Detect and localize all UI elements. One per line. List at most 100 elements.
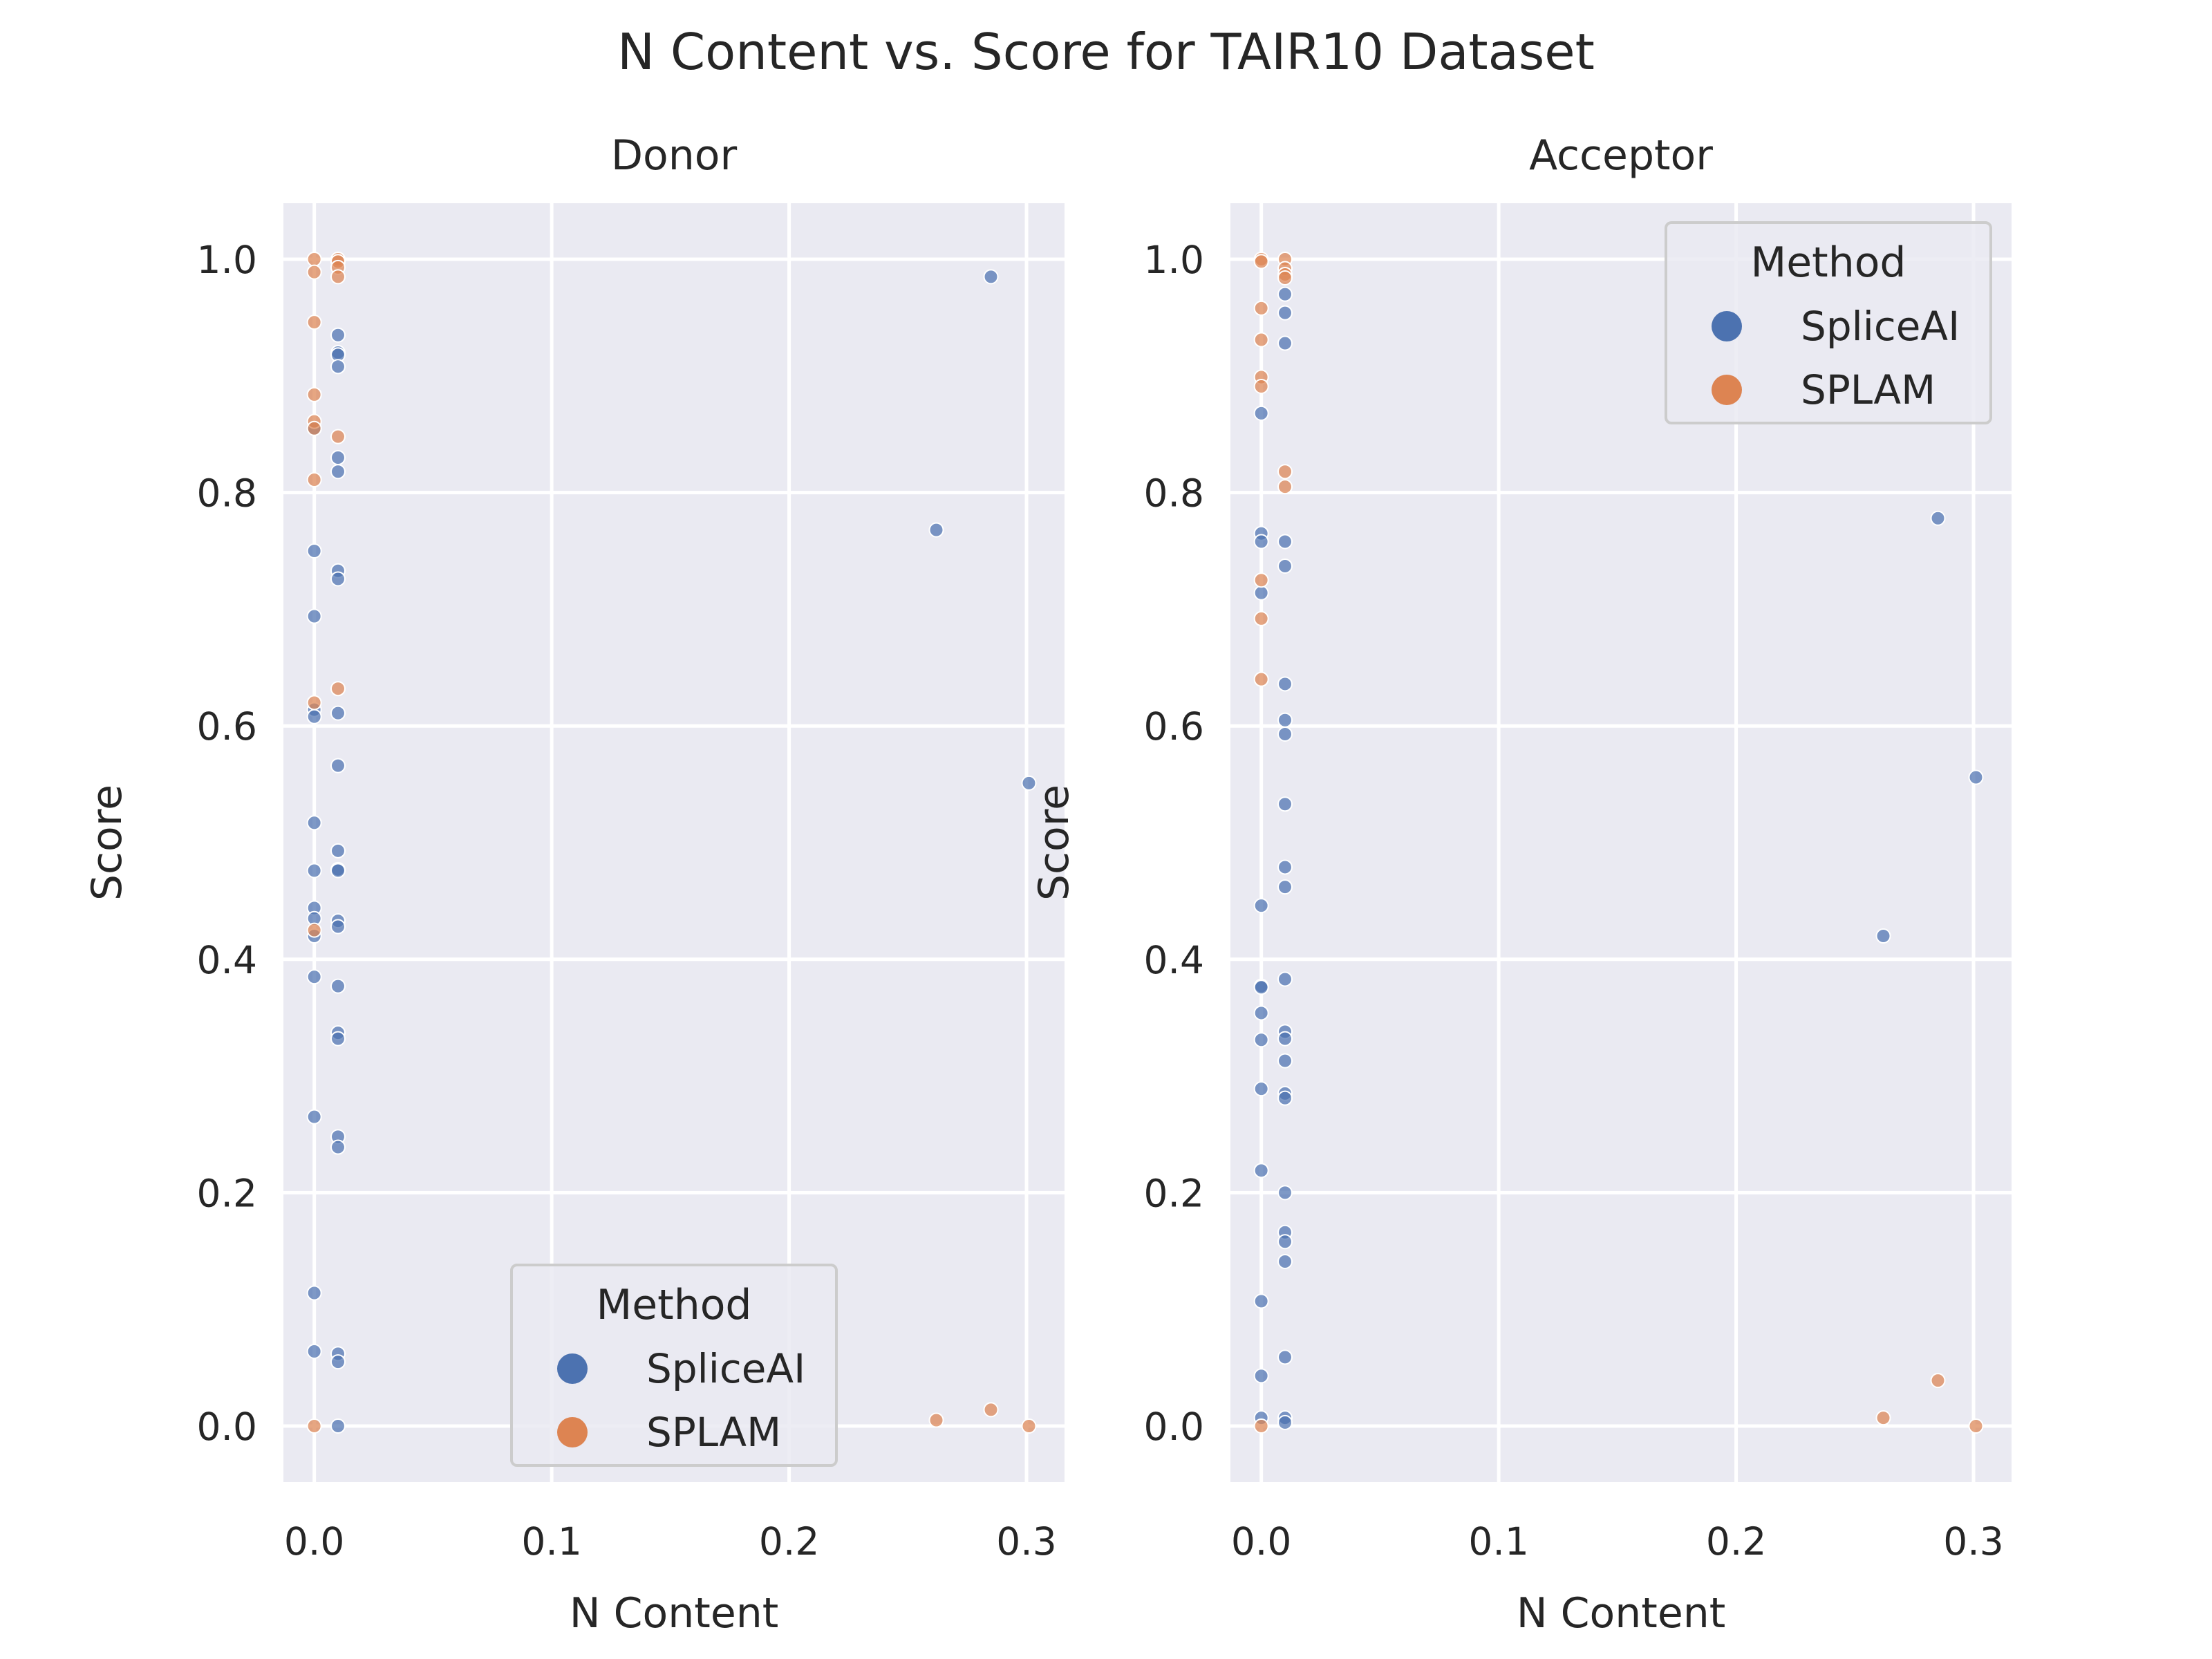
point-spliceai	[1277, 712, 1293, 728]
point-spliceai	[1277, 305, 1293, 321]
point-splam	[306, 695, 322, 711]
point-splam	[306, 252, 322, 268]
point-spliceai	[330, 1354, 346, 1370]
y-tick-label: 0.0	[1144, 1405, 1204, 1449]
point-splam	[306, 315, 322, 330]
point-spliceai	[306, 608, 322, 624]
point-spliceai	[1277, 1185, 1293, 1201]
point-spliceai	[330, 978, 346, 994]
point-spliceai	[1277, 971, 1293, 987]
y-tick-label: 0.8	[1144, 471, 1204, 516]
point-spliceai	[330, 327, 346, 343]
point-spliceai	[306, 1285, 322, 1301]
x-tick-label: 0.2	[1706, 1519, 1766, 1564]
point-spliceai	[1253, 1081, 1269, 1097]
point-spliceai	[330, 449, 346, 465]
point-spliceai	[1253, 1032, 1269, 1048]
point-splam	[306, 420, 322, 436]
point-spliceai	[330, 464, 346, 480]
point-splam	[1875, 1410, 1891, 1426]
point-spliceai	[1277, 1414, 1293, 1430]
point-splam	[1253, 300, 1269, 316]
point-spliceai	[330, 1139, 346, 1155]
point-spliceai	[330, 571, 346, 587]
panel-title: Acceptor	[1529, 131, 1713, 180]
point-spliceai	[306, 1109, 322, 1125]
point-spliceai	[306, 815, 322, 831]
point-spliceai	[330, 705, 346, 721]
point-spliceai	[1277, 727, 1293, 742]
y-tick-label: 1.0	[1144, 238, 1204, 282]
point-spliceai	[330, 1031, 346, 1047]
x-tick-label: 0.1	[1468, 1519, 1528, 1564]
panel-acceptor: 0.0 0.1 0.2 0.3 0.0 0.2 0.4 0.6 0.8 1.0 N Content S…	[1030, 131, 2012, 1638]
point-splam	[306, 1418, 322, 1434]
y-tick-label: 0.6	[1144, 704, 1204, 749]
point-spliceai	[1253, 898, 1269, 914]
legend-label-spliceai: SpliceAI	[646, 1345, 805, 1392]
point-splam	[928, 1412, 944, 1428]
point-splam	[983, 1402, 999, 1418]
point-splam	[1253, 379, 1269, 395]
point-spliceai	[1277, 1090, 1293, 1106]
x-tick-label: 0.3	[996, 1519, 1056, 1564]
point-splam	[330, 429, 346, 444]
point-splam	[1253, 254, 1269, 270]
point-spliceai	[1253, 1293, 1269, 1309]
point-spliceai	[1875, 928, 1891, 944]
legend-title: Method	[1750, 238, 1906, 287]
point-splam	[1253, 671, 1269, 687]
point-splam	[330, 681, 346, 697]
point-spliceai	[1277, 1234, 1293, 1250]
point-splam	[1277, 464, 1293, 480]
point-spliceai	[928, 522, 944, 538]
point-spliceai	[1277, 859, 1293, 875]
point-spliceai	[306, 1343, 322, 1359]
panel-donor: 0.0 0.1 0.2 0.3 0.0 0.2 0.4 0.6 0.8 1.0 N Content S…	[83, 131, 1065, 1638]
legend-marker-splam	[1712, 375, 1742, 405]
point-spliceai	[1253, 1005, 1269, 1021]
point-spliceai	[330, 843, 346, 859]
point-splam	[1021, 1418, 1037, 1434]
point-spliceai	[1253, 1368, 1269, 1384]
point-spliceai	[1930, 510, 1946, 526]
point-splam	[1253, 610, 1269, 626]
point-spliceai	[330, 863, 346, 879]
point-spliceai	[1021, 775, 1037, 791]
legend-label-splam: SPLAM	[1801, 366, 1936, 413]
data-points	[306, 252, 1037, 1434]
point-splam	[1930, 1373, 1946, 1389]
y-tick-label: 0.6	[197, 704, 257, 749]
legend: Method SpliceAI SPLAM	[1665, 221, 1992, 424]
point-spliceai	[306, 863, 322, 879]
point-spliceai	[1277, 1349, 1293, 1365]
legend-marker-splam	[557, 1417, 588, 1447]
legend-marker-spliceai	[1712, 311, 1742, 341]
point-spliceai	[1968, 769, 1984, 785]
point-splam	[1253, 332, 1269, 348]
figure-title: N Content vs. Score for TAIR10 Dataset	[617, 23, 1595, 81]
point-splam	[330, 269, 346, 285]
point-spliceai	[1277, 676, 1293, 692]
point-splam	[306, 386, 322, 402]
point-spliceai	[330, 359, 346, 375]
point-spliceai	[1277, 286, 1293, 302]
y-axis-label: Score	[1030, 785, 1078, 901]
point-spliceai	[306, 709, 322, 724]
point-spliceai	[1277, 796, 1293, 812]
point-spliceai	[1277, 1031, 1293, 1047]
x-tick-label: 0.0	[1231, 1519, 1291, 1564]
x-axis-label: N Content	[570, 1589, 779, 1638]
point-splam	[306, 264, 322, 280]
legend-title: Method	[596, 1281, 751, 1329]
point-splam	[306, 472, 322, 488]
point-splam	[1277, 479, 1293, 495]
point-spliceai	[306, 543, 322, 559]
point-spliceai	[1277, 558, 1293, 574]
point-spliceai	[1253, 980, 1269, 995]
x-tick-label: 0.2	[759, 1519, 819, 1564]
point-spliceai	[330, 919, 346, 935]
legend-marker-spliceai	[557, 1353, 588, 1384]
legend-label-spliceai: SpliceAI	[1801, 303, 1960, 350]
data-points	[1253, 252, 1984, 1434]
